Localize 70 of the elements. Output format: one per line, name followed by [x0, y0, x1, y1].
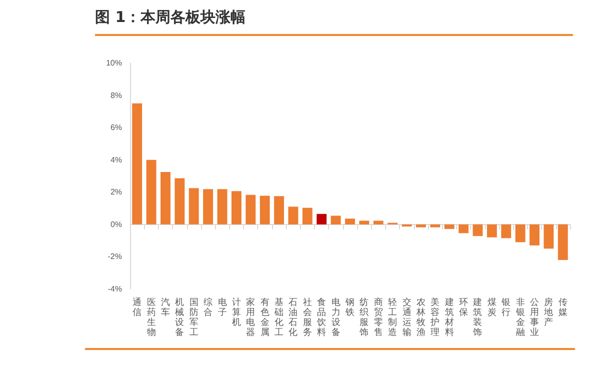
bar: [472, 224, 483, 236]
x-tick-label: 公用事业: [530, 297, 540, 337]
x-tick-label: 汽车: [160, 297, 170, 317]
bar: [246, 194, 256, 224]
y-tick-label: 8%: [110, 90, 122, 100]
x-tick-label: 计算机: [232, 297, 241, 327]
bar: [231, 191, 242, 224]
bar: [217, 189, 228, 224]
x-tick-label: 有色金属: [260, 297, 270, 337]
bar: [486, 224, 497, 238]
bar: [373, 220, 384, 224]
bar: [288, 206, 298, 224]
bar: [345, 218, 355, 224]
bar: [359, 220, 370, 224]
x-tick-label: 家用电器: [246, 297, 256, 337]
x-tick-label: 医药生物: [146, 297, 156, 337]
x-tick-label: 纺织服饰: [358, 297, 369, 337]
y-tick-label: 4%: [110, 155, 122, 164]
bar: [430, 224, 440, 228]
x-tick-label: 基础化工: [274, 297, 284, 337]
x-tick-label: 食品饮料: [316, 297, 326, 337]
x-tick-label: 综合: [204, 297, 213, 317]
x-tick-label: 国防军工: [189, 297, 198, 337]
bar: [530, 224, 540, 246]
x-tick-label: 钢铁: [344, 297, 354, 317]
bar: [330, 216, 341, 224]
x-tick-label: 房地产: [543, 297, 554, 327]
x-tick-label: 建筑装饰: [472, 297, 482, 337]
x-tick-label: 建筑材料: [444, 297, 454, 337]
bar: [274, 196, 284, 224]
bar: [501, 224, 512, 238]
bar: [458, 224, 469, 234]
bar: [515, 224, 526, 242]
x-tick-label: 交通运输: [402, 297, 412, 337]
bar: [132, 103, 142, 224]
bar: [160, 172, 170, 224]
x-tick-label: 非银金融: [514, 297, 525, 337]
bar: [558, 224, 568, 260]
bar: [188, 188, 199, 224]
bar: [260, 196, 270, 224]
x-tick-label: 社会服务: [302, 297, 312, 337]
x-tick-label: 通信: [132, 297, 142, 317]
y-tick-label: 0%: [110, 220, 122, 229]
y-tick-label: 2%: [110, 188, 122, 197]
x-tick-label: 美容护理: [430, 297, 440, 337]
x-tick-label: 农林牧渔: [415, 297, 426, 337]
x-tick-label: 石油石化: [288, 297, 298, 337]
y-tick-label: -4%: [108, 284, 122, 294]
bar: [402, 224, 412, 227]
bar: [174, 178, 185, 224]
bar: [203, 189, 214, 224]
x-tick-label: 机械设备: [175, 297, 184, 337]
bar: [416, 224, 426, 228]
y-tick-label: 10%: [106, 58, 122, 68]
chart-title: 图 1：本周各板块涨幅: [95, 8, 573, 36]
bar: [146, 160, 156, 224]
x-tick-label: 电子: [218, 297, 227, 317]
x-tick-label: 环保: [459, 297, 468, 317]
x-tick-label: 银行: [500, 297, 511, 317]
bar: [316, 214, 327, 224]
x-tick-label: 传媒: [558, 297, 568, 317]
x-tick-label: 煤炭: [487, 297, 496, 317]
x-tick-label: 商贸零售: [374, 297, 383, 337]
x-tick-label: 电力设备: [331, 297, 340, 337]
x-tick-label: 轻工制造: [388, 297, 398, 337]
bar: [444, 224, 454, 229]
bar: [544, 224, 554, 249]
y-tick-label: -2%: [108, 252, 122, 262]
y-tick-label: 6%: [110, 123, 122, 132]
bar: [302, 208, 312, 224]
